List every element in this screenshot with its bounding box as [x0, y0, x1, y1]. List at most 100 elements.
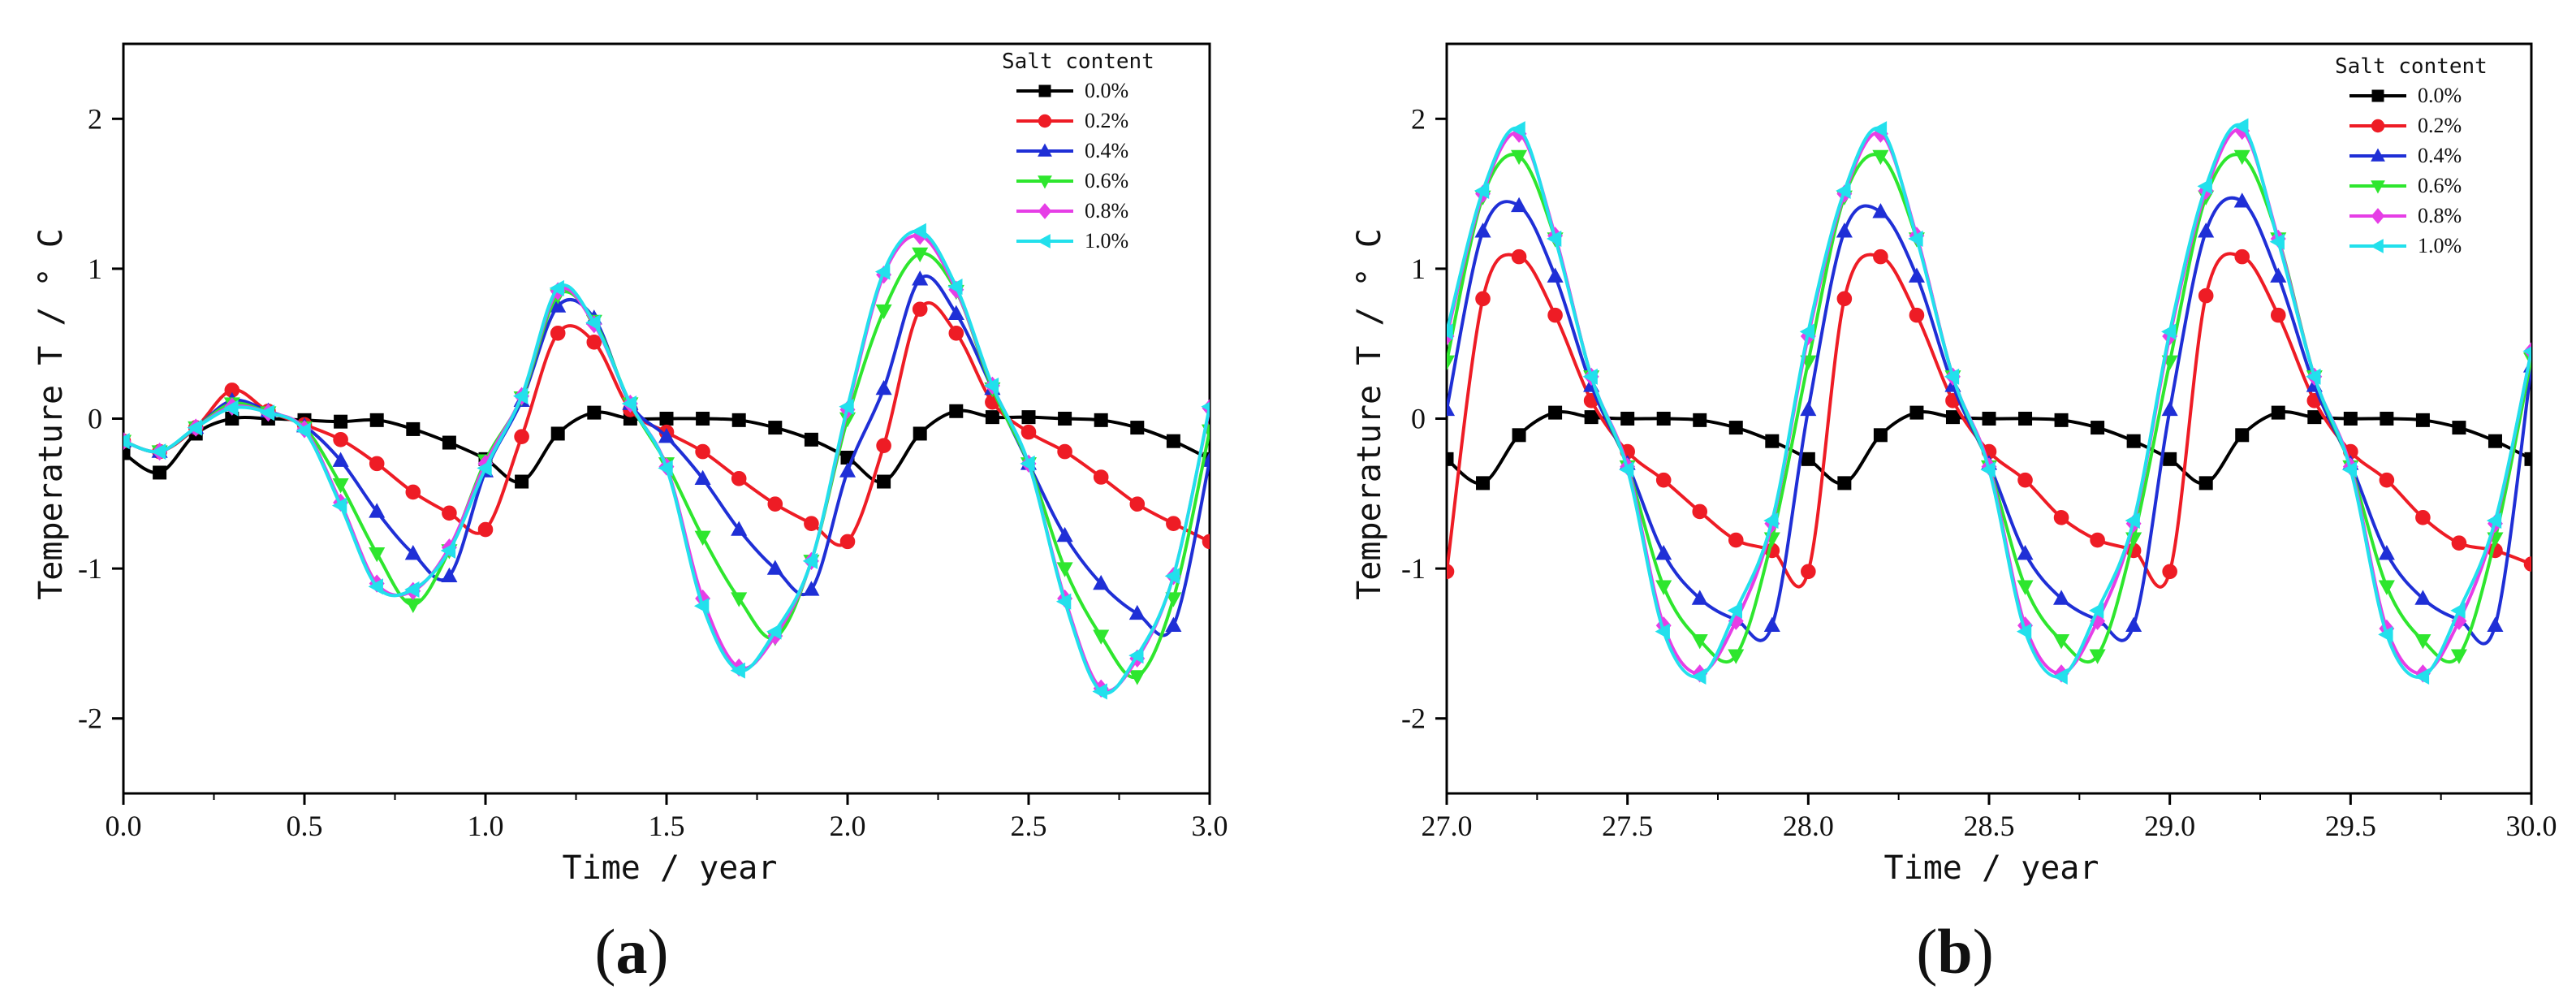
- data-point: [2017, 580, 2034, 595]
- data-point: [1165, 616, 1182, 632]
- series-1-0-: [1447, 118, 2531, 685]
- data-point: [296, 422, 311, 439]
- data-point: [2486, 512, 2502, 529]
- data-point: [2053, 510, 2069, 525]
- x-tick-label: 30.0: [2506, 810, 2557, 842]
- data-point: [2341, 461, 2358, 478]
- data-point: [1474, 182, 1490, 199]
- data-point: [766, 560, 783, 575]
- data-point: [512, 387, 529, 404]
- data-point: [123, 433, 130, 450]
- data-point: [1871, 121, 1888, 138]
- data-point: [1093, 629, 1110, 645]
- data-point: [731, 471, 747, 486]
- data-point: [2234, 249, 2250, 265]
- data-point: [1945, 410, 1960, 425]
- data-point: [1548, 405, 1563, 420]
- data-point: [2271, 405, 2285, 420]
- legend-swatch-marker: [2371, 119, 2385, 133]
- data-point: [369, 503, 386, 518]
- data-point: [259, 404, 275, 421]
- data-point: [2378, 626, 2393, 643]
- series-line: [1447, 123, 2531, 679]
- data-point: [1128, 604, 1146, 620]
- data-point: [1728, 421, 1743, 435]
- data-point: [1872, 203, 1889, 218]
- data-point: [1020, 455, 1035, 472]
- data-point: [696, 412, 710, 426]
- legend-title: Salt content: [1002, 50, 1154, 74]
- data-point: [767, 496, 783, 512]
- data-point: [2125, 616, 2142, 632]
- data-point: [766, 623, 782, 640]
- data-point: [404, 544, 421, 560]
- data-point: [223, 400, 239, 417]
- data-point: [1763, 616, 1780, 632]
- data-point: [1873, 249, 1888, 265]
- data-point: [1728, 649, 1745, 664]
- data-point: [1836, 291, 1853, 307]
- panel-label-b: (b): [1916, 916, 1993, 987]
- data-point: [405, 484, 421, 500]
- legend-swatch-marker: [2371, 148, 2385, 162]
- data-point: [1801, 452, 1815, 466]
- data-point: [1166, 516, 1181, 532]
- data-point: [1474, 223, 1491, 238]
- data-point: [839, 534, 856, 550]
- data-point: [1655, 544, 1672, 560]
- x-tick-label: 1.5: [649, 810, 685, 842]
- data-point: [550, 297, 567, 313]
- data-point: [2378, 580, 2395, 595]
- data-point: [947, 279, 963, 296]
- data-point: [1765, 434, 1780, 448]
- data-point: [1094, 413, 1108, 427]
- data-point: [2125, 512, 2140, 529]
- y-tick-label: -2: [1401, 702, 1426, 735]
- data-point: [2018, 412, 2033, 426]
- legend-label: 0.4%: [1085, 139, 1128, 162]
- data-point: [1944, 368, 1960, 385]
- y-axis-title: Temperature T / ° C: [1351, 228, 1388, 600]
- panel-label-a: (a): [595, 916, 669, 987]
- panel-a: Temperature T / ° C Time / year (a) 0.0 0…: [32, 42, 1228, 987]
- data-point: [585, 314, 601, 331]
- data-point: [1130, 421, 1145, 435]
- data-point: [659, 412, 674, 426]
- data-point: [731, 521, 748, 536]
- legend-swatch-marker: [1038, 114, 1052, 128]
- data-point: [1055, 593, 1072, 610]
- data-point: [1801, 564, 1816, 580]
- data-point: [2269, 233, 2285, 250]
- data-point: [1620, 412, 1635, 426]
- data-point: [875, 304, 892, 320]
- legend-title: Salt content: [2335, 54, 2488, 79]
- data-point: [2450, 602, 2466, 619]
- data-point: [2415, 510, 2431, 525]
- data-point: [2487, 616, 2504, 632]
- data-point: [694, 530, 711, 546]
- data-point: [550, 325, 566, 341]
- data-point: [586, 335, 602, 350]
- data-point: [912, 270, 929, 286]
- data-point: [1057, 443, 1072, 460]
- data-point: [1655, 580, 1672, 595]
- legend-label: 0.2%: [2418, 114, 2462, 137]
- x-tick-label: 28.0: [1783, 810, 1834, 842]
- series-line: [1447, 153, 2531, 663]
- legend-swatch-marker: [1037, 234, 1051, 249]
- data-point: [2091, 421, 2105, 435]
- legend-swatch-marker: [1038, 84, 1051, 97]
- series-0-8-: [123, 227, 1210, 698]
- data-point: [2414, 668, 2430, 685]
- data-point: [1510, 121, 1525, 138]
- data-point: [153, 465, 167, 480]
- data-point: [1837, 476, 1852, 491]
- data-point: [839, 398, 854, 415]
- data-point: [1619, 461, 1634, 478]
- data-point: [442, 435, 456, 450]
- data-point: [875, 379, 892, 395]
- x-tick-label: 0.0: [106, 810, 142, 842]
- data-point: [1129, 496, 1146, 512]
- legend-swatch-marker: [1038, 175, 1052, 189]
- series-0-2-: [123, 301, 1210, 550]
